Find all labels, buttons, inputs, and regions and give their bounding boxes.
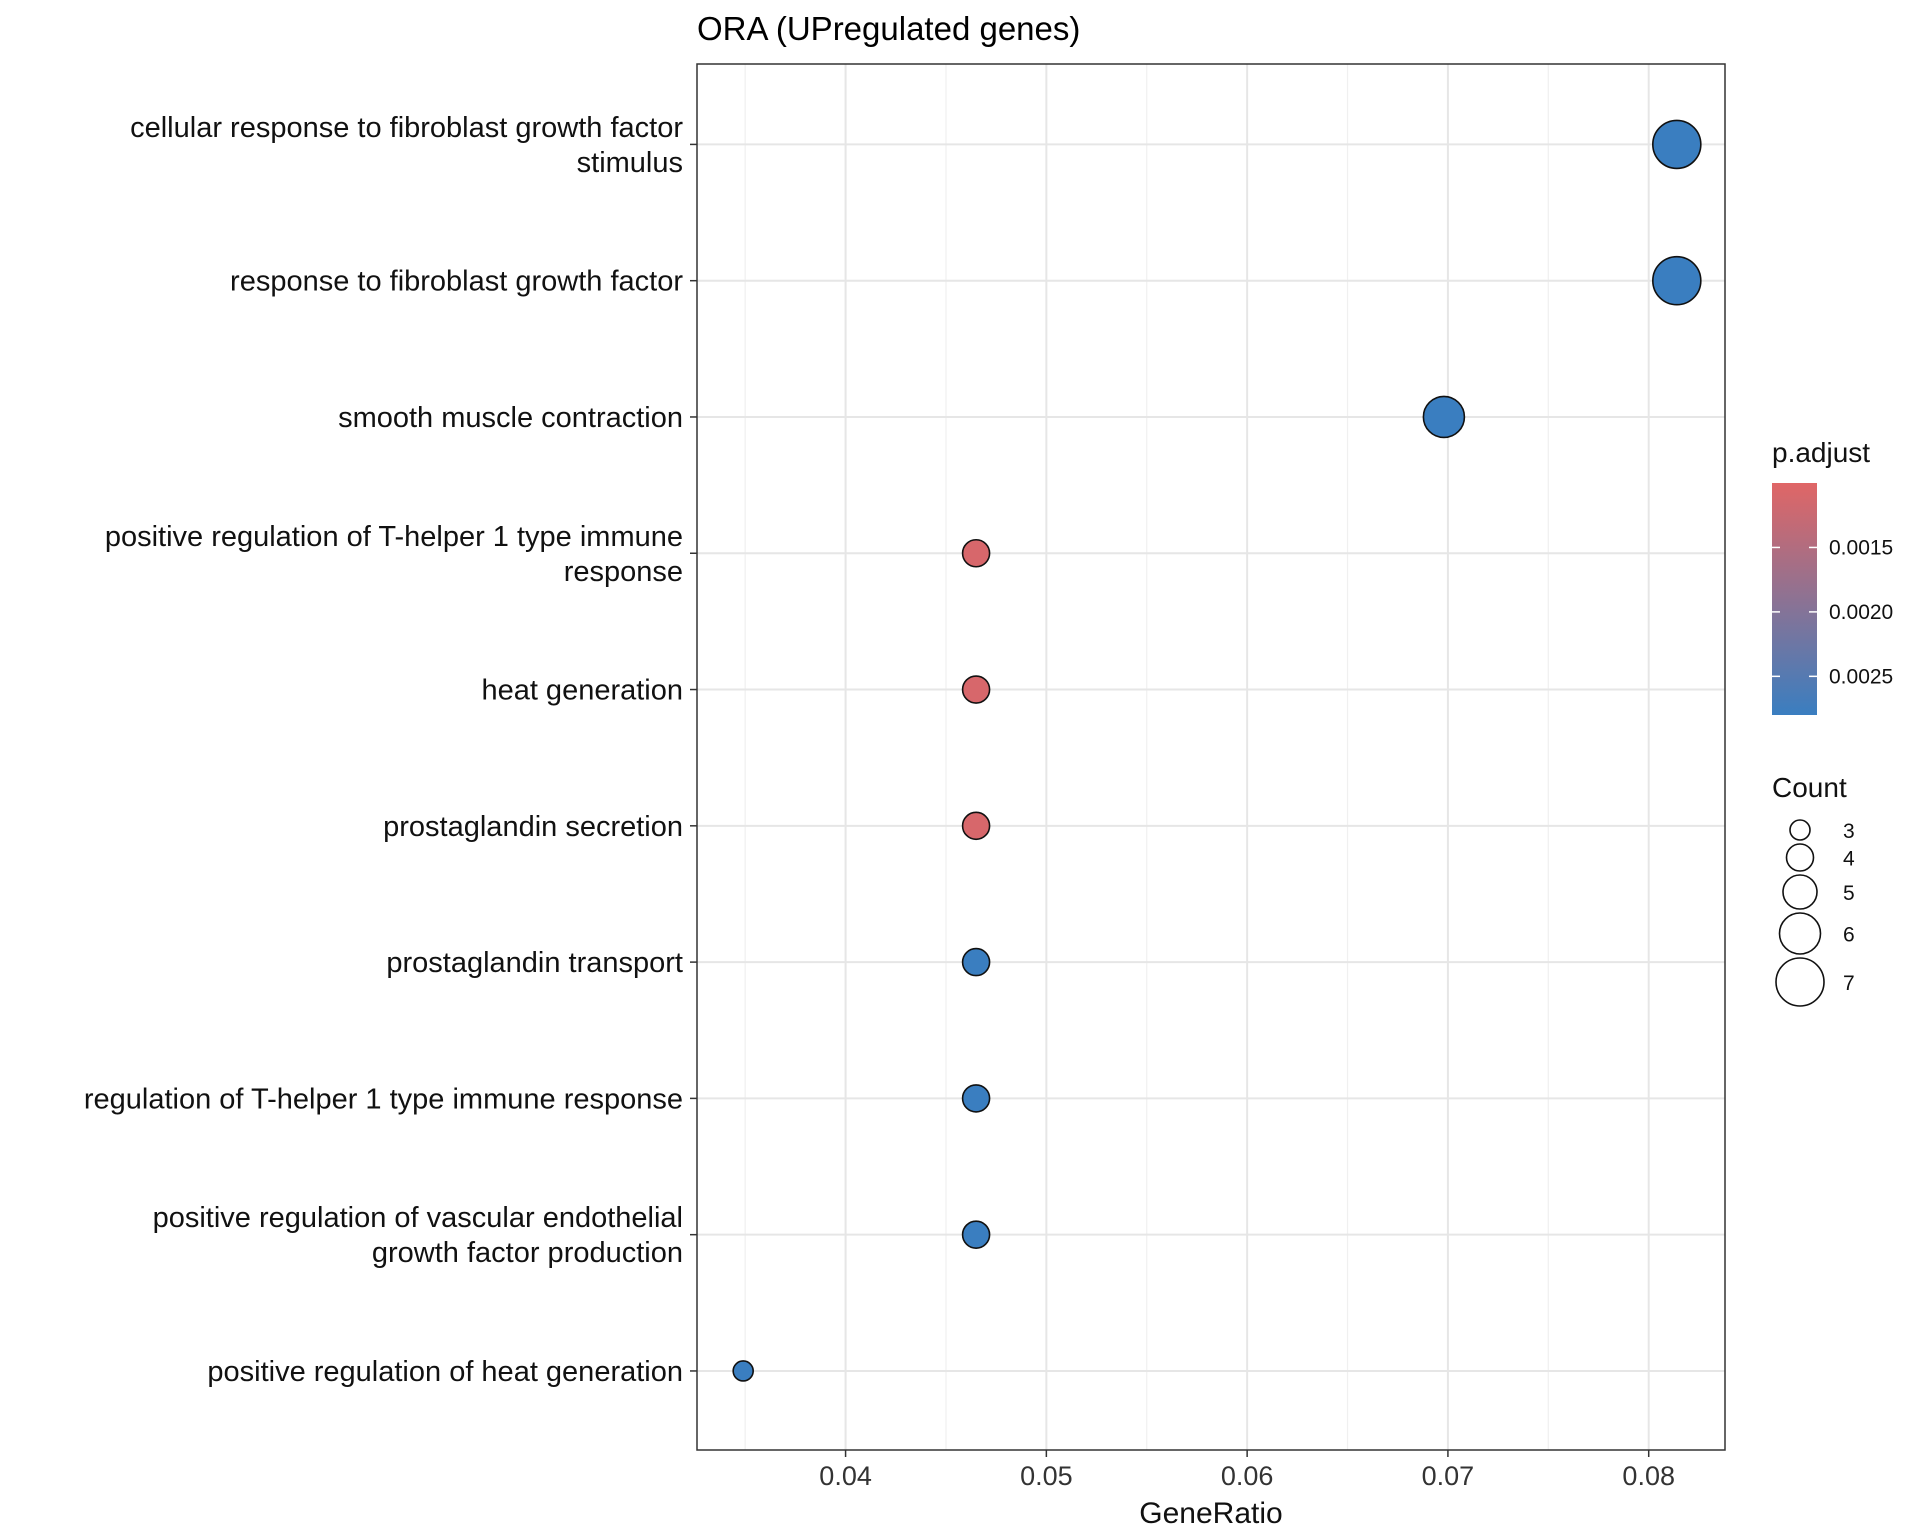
chart-title: ORA (UPregulated genes) <box>697 10 1080 47</box>
data-point <box>961 675 991 704</box>
y-axis-label: cellular response to fibroblast growth f… <box>130 112 683 144</box>
data-point <box>1652 255 1702 306</box>
data-point <box>1652 119 1702 170</box>
size-legend-label: 4 <box>1843 848 1855 871</box>
y-axis-label: prostaglandin transport <box>386 947 683 979</box>
size-legend: Count 3 4 5 6 7 <box>1772 772 1855 1007</box>
color-legend-label: 0.0025 <box>1829 665 1893 688</box>
x-tick-label: 0.08 <box>1622 1461 1675 1491</box>
x-tick-label: 0.07 <box>1422 1461 1475 1491</box>
color-legend-bar <box>1772 483 1817 715</box>
data-point <box>1422 395 1466 439</box>
y-axis-label: response to fibroblast growth factor <box>230 266 683 298</box>
plot-panel <box>697 64 1725 1450</box>
x-axis-title: GeneRatio <box>1139 1497 1282 1530</box>
y-axis-label: positive regulation of T-helper 1 type i… <box>105 521 683 553</box>
color-legend-label: 0.0015 <box>1829 536 1893 559</box>
y-axis-label: positive regulation of heat generation <box>207 1356 683 1388</box>
data-point <box>961 947 991 977</box>
plot-border <box>696 63 1726 1451</box>
y-axis-ticks <box>690 143 697 1372</box>
y-axis-label: smooth muscle contraction <box>338 402 683 434</box>
y-axis-label: heat generation <box>481 675 683 707</box>
data-point <box>732 1360 754 1382</box>
color-legend: p.adjust 0.0015 0.0020 0.0025 <box>1772 437 1893 715</box>
size-legend-label: 3 <box>1843 820 1855 843</box>
y-axis-label: prostaglandin secretion <box>383 811 683 843</box>
x-axis-ticks: 0.04 0.05 0.06 0.07 0.08 <box>819 1450 1675 1491</box>
size-legend-label: 6 <box>1843 924 1855 947</box>
y-axis-label: stimulus <box>577 147 683 179</box>
data-points <box>732 119 1702 1382</box>
x-tick-label: 0.05 <box>1020 1461 1073 1491</box>
size-legend-circle <box>1775 957 1825 1007</box>
y-axis-labels: cellular response to fibroblast growth f… <box>84 112 683 1388</box>
data-point <box>961 538 991 568</box>
plot-background <box>697 64 1725 1450</box>
data-point <box>961 1220 991 1249</box>
x-tick-label: 0.06 <box>1221 1461 1274 1491</box>
data-point <box>961 811 991 841</box>
size-legend-label: 5 <box>1843 882 1855 905</box>
color-legend-label: 0.0020 <box>1829 601 1893 624</box>
y-axis-label: response <box>564 556 683 588</box>
size-legend-circle <box>1782 874 1818 910</box>
size-legend-circle <box>1785 843 1815 872</box>
size-legend-label: 7 <box>1843 972 1855 995</box>
y-axis-label: positive regulation of vascular endothel… <box>153 1202 683 1234</box>
gridlines <box>697 64 1725 1450</box>
size-legend-title: Count <box>1772 772 1847 803</box>
size-legend-circle <box>1789 819 1811 841</box>
size-legend-circle <box>1778 912 1822 955</box>
x-tick-label: 0.04 <box>819 1461 872 1491</box>
color-legend-title: p.adjust <box>1772 437 1870 468</box>
data-point <box>961 1084 991 1113</box>
y-axis-label: growth factor production <box>372 1237 683 1269</box>
y-axis-label: regulation of T-helper 1 type immune res… <box>84 1083 683 1115</box>
